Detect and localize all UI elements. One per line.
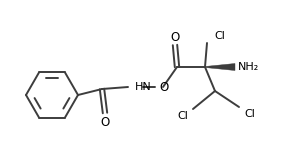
Text: NH₂: NH₂ — [238, 62, 259, 72]
Text: Cl: Cl — [244, 109, 255, 119]
Text: O: O — [159, 80, 168, 94]
Text: HN: HN — [135, 82, 152, 92]
Text: O: O — [170, 30, 180, 43]
Text: Cl: Cl — [177, 111, 188, 121]
Text: Cl: Cl — [214, 31, 225, 41]
Text: O: O — [100, 115, 110, 128]
Polygon shape — [205, 63, 235, 71]
